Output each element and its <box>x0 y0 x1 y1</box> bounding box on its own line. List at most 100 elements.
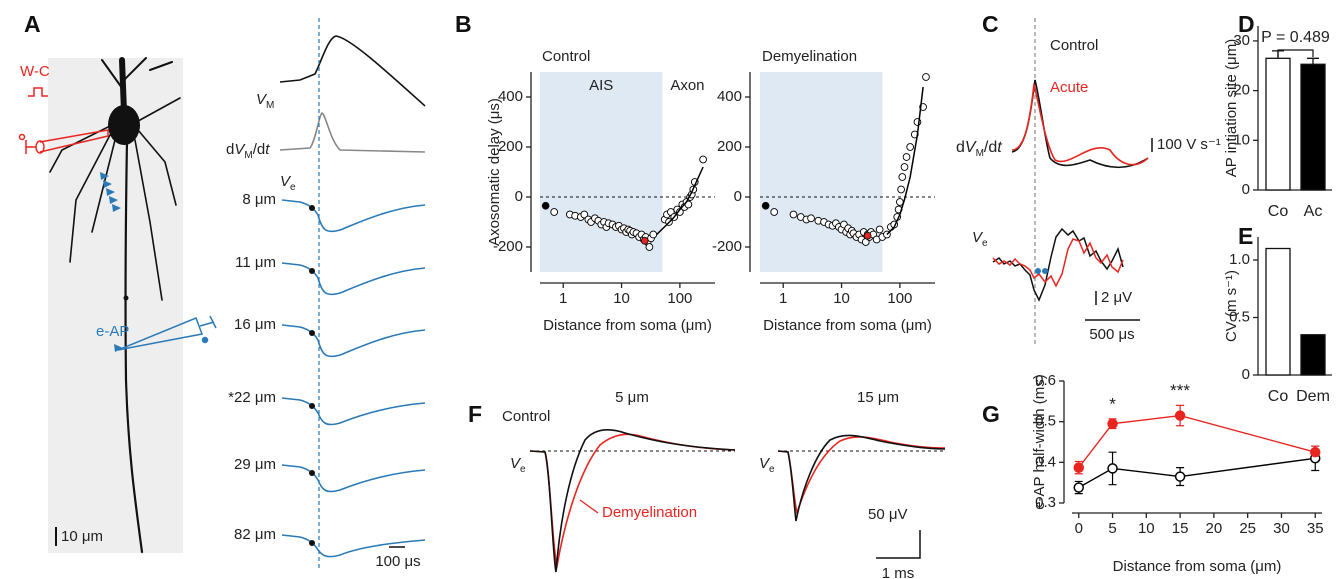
onset-dot <box>309 330 315 336</box>
voltage-scale-label: 50 μV <box>868 506 908 523</box>
data-point <box>1174 471 1186 482</box>
label-pointer <box>579 499 599 514</box>
label-part: M <box>244 150 252 161</box>
x-tick-label: 15 <box>1172 520 1189 537</box>
distance-label: 16 μm <box>234 316 276 333</box>
x-tick-label: 25 <box>1239 520 1256 537</box>
onset-dot <box>1035 268 1041 274</box>
ve-trace <box>281 464 426 493</box>
x-tick-label: Co <box>1268 203 1289 220</box>
y-tick-label: 400 <box>717 88 742 105</box>
data-point <box>863 231 872 240</box>
y-tick-label: 0.4 <box>1035 453 1056 470</box>
vm-trace <box>279 35 426 107</box>
x-tick-label: 10 <box>1138 520 1155 537</box>
neuron-image <box>18 57 217 554</box>
y-tick-label: 0 <box>515 188 523 205</box>
data-point <box>550 208 559 216</box>
ve-trace <box>281 199 426 233</box>
distance-label: 11 μm <box>235 254 276 271</box>
ve-label: Ve <box>759 455 775 475</box>
x-axis-label: Distance from soma (μm) <box>763 317 932 334</box>
onset-dot <box>309 403 315 409</box>
data-point <box>898 173 907 181</box>
data-point <box>699 155 707 164</box>
dvdt-trace <box>279 112 426 153</box>
bar <box>1300 334 1326 376</box>
label-part: e <box>290 182 296 193</box>
y-tick-label: 0.6 <box>1035 372 1056 389</box>
x-tick-label: Dem <box>1296 388 1330 405</box>
data-point <box>1073 482 1085 493</box>
ve-trace <box>281 397 426 426</box>
data-point <box>897 185 905 194</box>
data-point <box>900 163 909 171</box>
y-tick-label: 200 <box>717 138 742 155</box>
label-part: e <box>520 464 526 475</box>
data-point <box>649 230 658 239</box>
distance-label: 8 μm <box>242 191 276 208</box>
data-point <box>1309 446 1321 458</box>
series-line <box>1078 457 1316 489</box>
data-point <box>580 210 589 219</box>
y-tick-label: 0.5 <box>1035 413 1056 430</box>
x-tick-label: 10 <box>833 290 850 307</box>
label-part: V <box>965 139 977 156</box>
dvdt-label: dVM/dt <box>226 141 270 161</box>
voltage-scale-label: 2 μV <box>1101 289 1132 306</box>
panel-letter: B <box>455 11 472 37</box>
label-part: t <box>997 139 1002 156</box>
x-tick-label: 10 <box>613 290 630 307</box>
data-point <box>807 214 815 223</box>
y-tick-label: 200 <box>498 138 523 155</box>
label-part: V <box>759 455 771 472</box>
y-tick-label: 400 <box>498 88 523 105</box>
y-tick-label: 0.3 <box>1035 494 1056 511</box>
fit-line <box>886 86 924 236</box>
dvdt-label: dVM/dt <box>956 139 1002 158</box>
x-axis-label: Distance from soma (μm) <box>543 317 712 334</box>
ve-trace <box>281 534 426 558</box>
onset-dot <box>309 268 315 274</box>
ve-trace <box>529 433 736 570</box>
label-part: d <box>956 139 965 156</box>
ve-label: Ve <box>972 229 988 249</box>
data-point <box>1107 463 1118 474</box>
bar <box>1265 247 1291 376</box>
y-tick-label: 1.0 <box>1229 251 1250 268</box>
image-scale-label: 10 μm <box>61 528 103 545</box>
significance-label: * <box>1109 394 1116 413</box>
bar <box>1300 63 1326 191</box>
panel-letter: D <box>1238 11 1255 37</box>
distance-label: *22 μm <box>228 389 276 406</box>
y-tick-label: 0 <box>1242 181 1250 198</box>
y-tick-label: -200 <box>493 238 523 255</box>
panel-letter: E <box>1238 223 1253 249</box>
ve-trace <box>529 429 736 573</box>
ve-trace <box>777 436 946 517</box>
distance-label: 82 μm <box>234 526 276 543</box>
distance-label: 29 μm <box>234 456 276 473</box>
series-line <box>1078 414 1316 469</box>
ve-trace <box>281 262 426 296</box>
distance-label: 15 μm <box>857 389 899 406</box>
label-part: V <box>280 173 292 190</box>
label-part: M <box>976 148 984 159</box>
annotation: P = 0.489 <box>1261 29 1330 46</box>
y-tick-label: 0 <box>734 188 742 205</box>
y-tick-label: 10 <box>1233 131 1250 148</box>
demyelination-label: Demyelination <box>602 504 697 521</box>
region-label: AIS <box>589 77 613 94</box>
dvdt-trace <box>1011 83 1149 166</box>
label-part: V <box>234 141 246 158</box>
panel-letter: A <box>24 11 41 37</box>
label-part: e <box>982 238 988 249</box>
y-tick-label: 30 <box>1233 32 1250 49</box>
chart-title: Demyelination <box>762 48 857 65</box>
time-scale-label: 1 ms <box>882 565 915 579</box>
ve-traces: 8 μm 11 μm 16 μm *22 μm 29 μm 82 μm <box>228 191 426 558</box>
panel-letter: G <box>982 401 1000 427</box>
data-point <box>640 236 649 245</box>
ve-trace <box>992 238 1124 288</box>
